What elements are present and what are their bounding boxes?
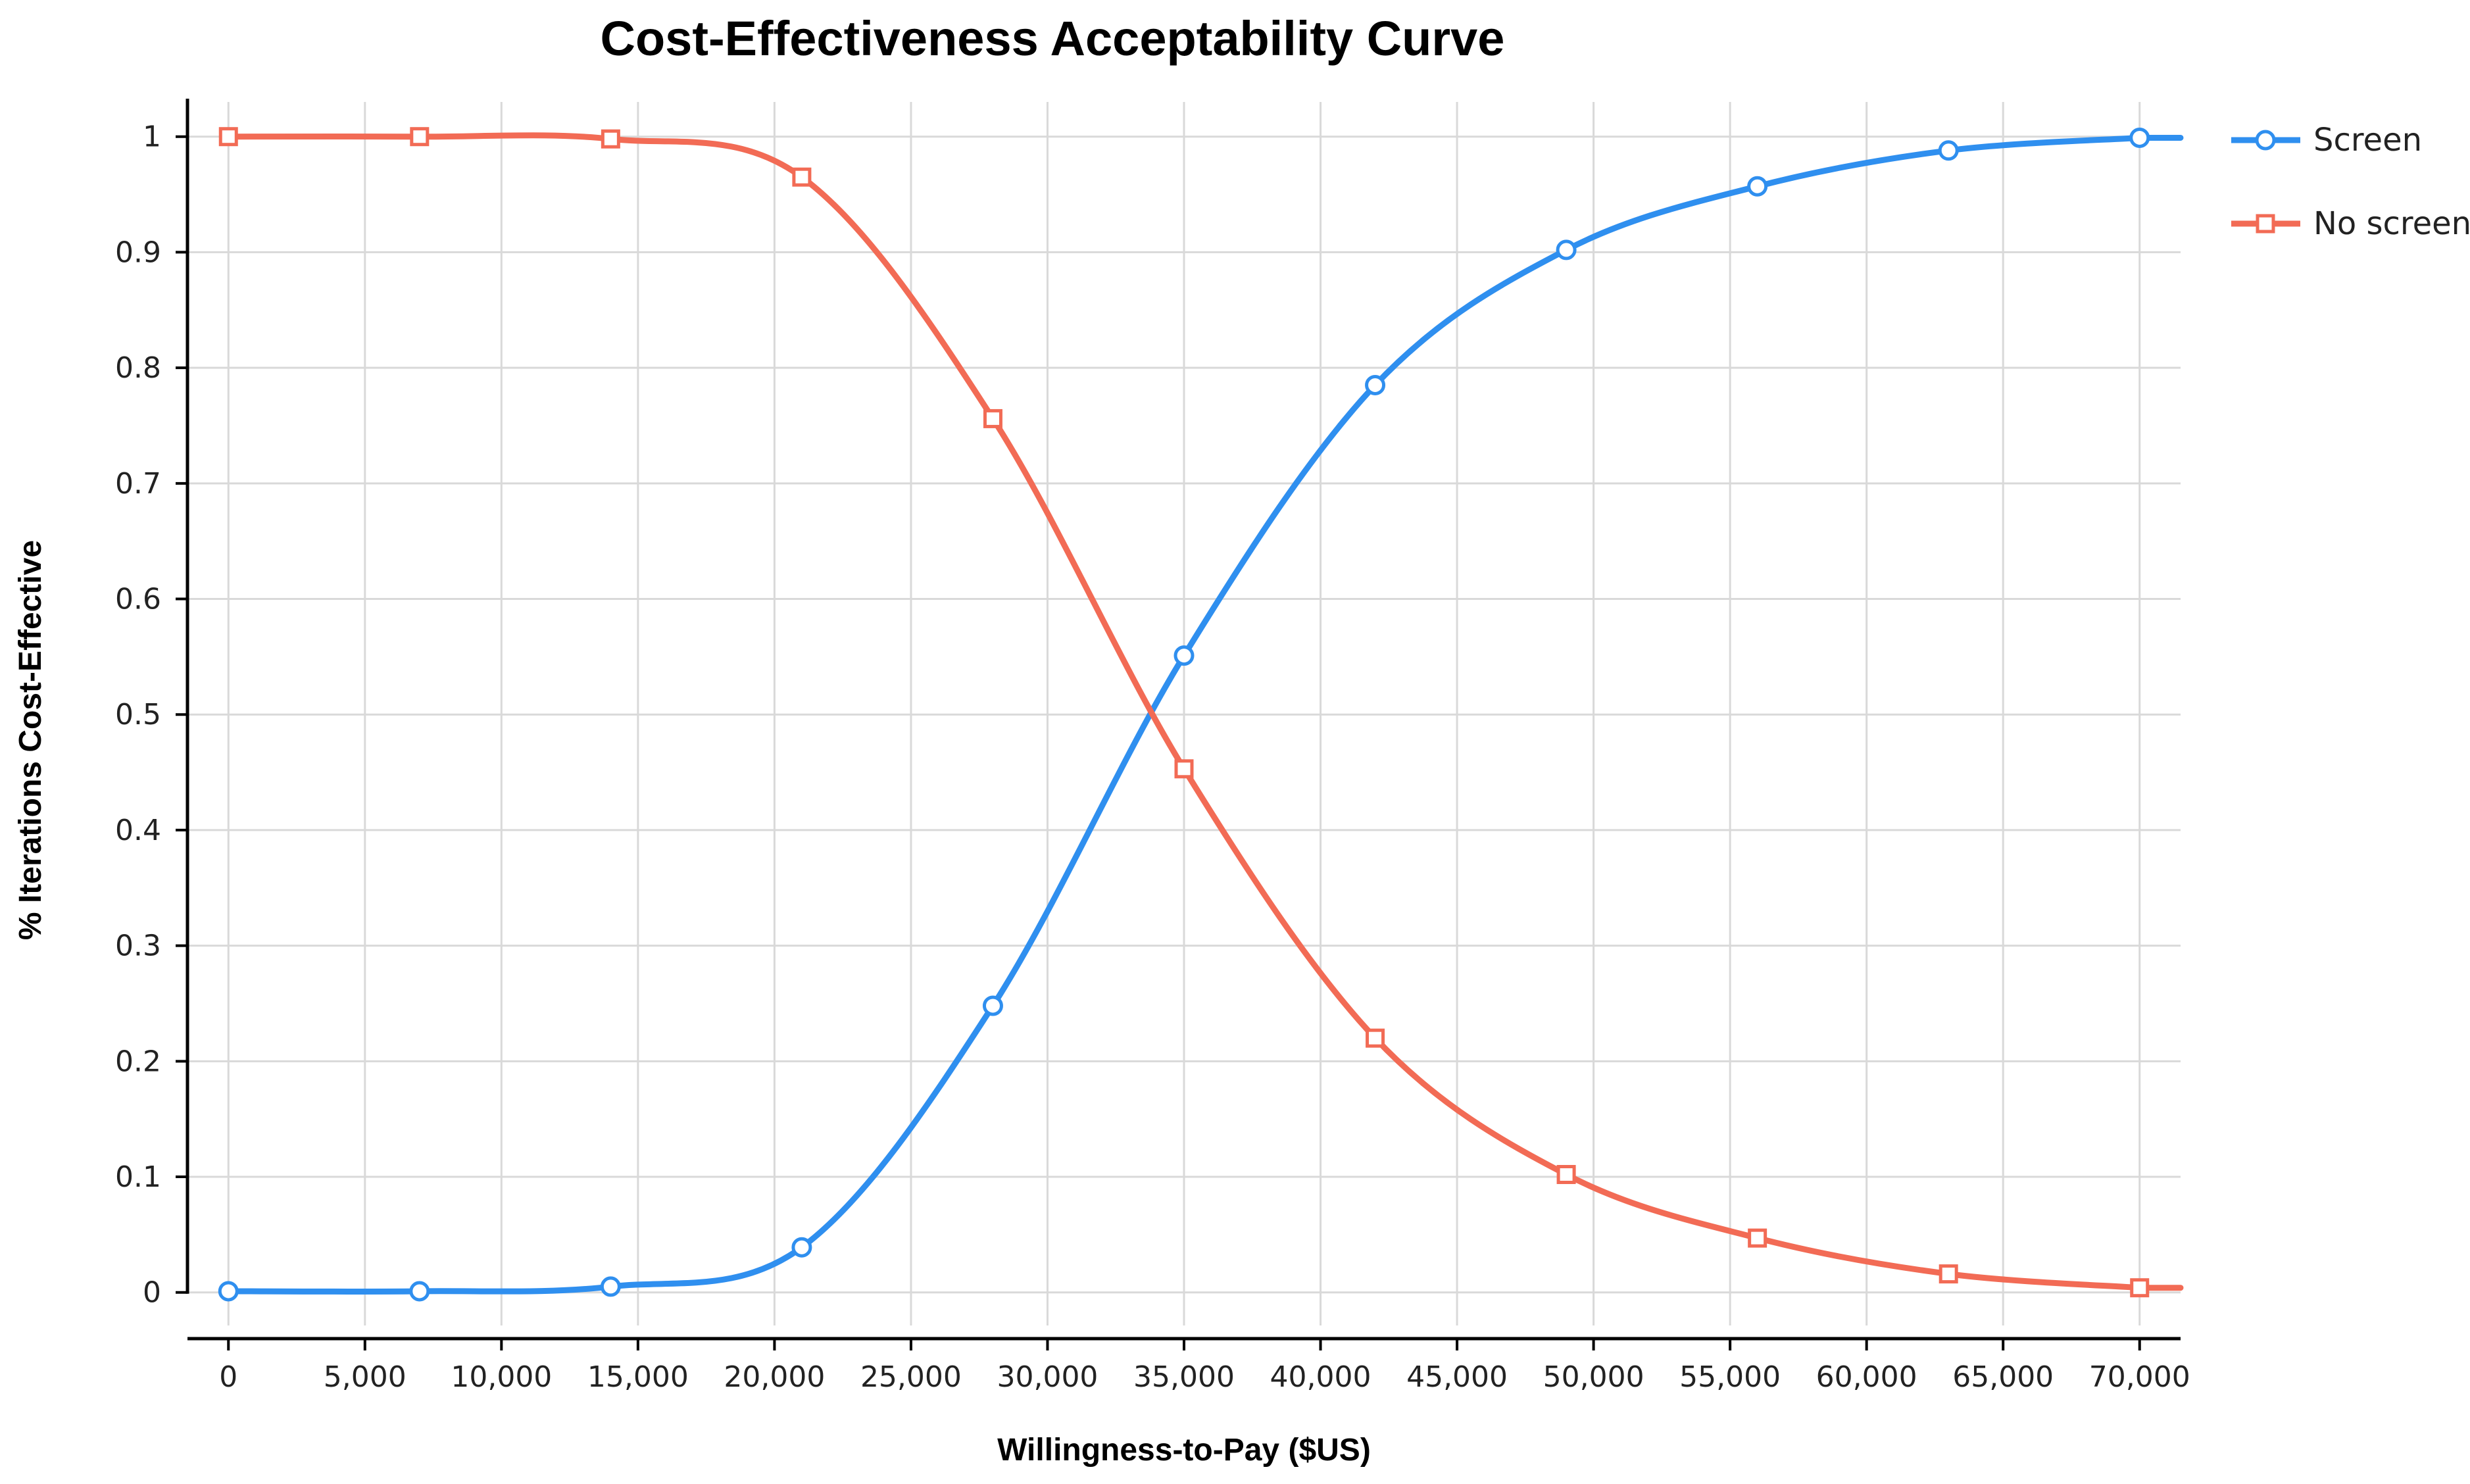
y-tick-label: 0.4 [115, 814, 161, 847]
data-point-circle [1938, 140, 1959, 161]
series-no-screen [218, 127, 2184, 1298]
x-tick-label: 60,000 [1816, 1360, 1917, 1394]
data-point-circle [218, 1281, 239, 1302]
x-tick-label: 30,000 [997, 1360, 1098, 1394]
data-point-circle [1747, 176, 1768, 197]
series-line [225, 134, 2184, 1295]
x-tick-label: 5,000 [324, 1360, 407, 1394]
data-point-circle [982, 995, 1003, 1016]
series-lines [218, 127, 2184, 1302]
data-point-square [218, 127, 238, 147]
legend-label: Screen [2313, 122, 2422, 159]
x-tick-label: 65,000 [1952, 1360, 2054, 1394]
data-point-square [792, 167, 812, 187]
x-tick-label: 45,000 [1406, 1360, 1508, 1394]
data-point-square [1556, 1165, 1576, 1185]
data-point-circle [1173, 645, 1195, 666]
series-screen [218, 127, 2184, 1302]
data-point-circle [2129, 127, 2150, 148]
y-tick-label: 0 [143, 1276, 161, 1310]
x-tick-label: 20,000 [724, 1360, 825, 1394]
data-point-square [1748, 1228, 1767, 1248]
y-tick-label: 0.1 [115, 1160, 161, 1194]
legend-swatch-marker [2255, 130, 2276, 151]
x-tick-label: 25,000 [860, 1360, 962, 1394]
data-point-circle [600, 1276, 621, 1297]
x-tick-label: 15,000 [587, 1360, 689, 1394]
y-axis-title: % Iterations Cost-Effective [13, 540, 48, 940]
data-point-square [410, 127, 430, 147]
x-tick-label: 35,000 [1133, 1360, 1235, 1394]
legend-swatch-marker [2256, 214, 2275, 234]
legend: Screen No screen [2231, 122, 2470, 242]
y-tick-label: 0.8 [115, 351, 161, 385]
chart-title: Cost-Effectiveness Acceptability Curve [601, 11, 1505, 66]
x-tick-label: 55,000 [1679, 1360, 1781, 1394]
gridlines [187, 102, 2181, 1325]
y-tick-label: 0.5 [115, 698, 161, 731]
x-axis-title: Willingness-to-Pay ($US) [997, 1433, 1371, 1468]
data-point-circle [791, 1237, 812, 1258]
series-line [225, 132, 2184, 1291]
y-tick-label: 0.3 [115, 929, 161, 963]
data-point-square [983, 408, 1002, 428]
data-point-square [1366, 1028, 1385, 1048]
x-tick-label: 70,000 [2089, 1360, 2190, 1394]
legend-label: No screen [2313, 205, 2470, 242]
data-point-square [2130, 1278, 2150, 1298]
data-point-circle [1556, 239, 1577, 260]
y-tick-label: 0.6 [115, 583, 161, 616]
x-tick-label: 0 [219, 1360, 237, 1394]
legend-item: Screen [2231, 122, 2422, 159]
y-tick-label: 0.7 [115, 467, 161, 501]
y-tick-label: 1 [143, 120, 161, 154]
data-point-square [1174, 759, 1194, 779]
data-point-circle [1365, 374, 1386, 395]
x-tick-label: 40,000 [1270, 1360, 1371, 1394]
axes: 0 5,000 10,000 15,000 20,000 25,000 30,000 35,0… [115, 99, 2190, 1394]
data-point-square [1939, 1264, 1958, 1284]
x-tick-label: 10,000 [451, 1360, 552, 1394]
y-tick-label: 0.9 [115, 235, 161, 269]
y-tick-label: 0.2 [115, 1045, 161, 1078]
data-point-circle [409, 1281, 430, 1302]
legend-item: No screen [2231, 205, 2470, 242]
x-tick-label: 50,000 [1543, 1360, 1644, 1394]
data-point-square [601, 129, 620, 149]
